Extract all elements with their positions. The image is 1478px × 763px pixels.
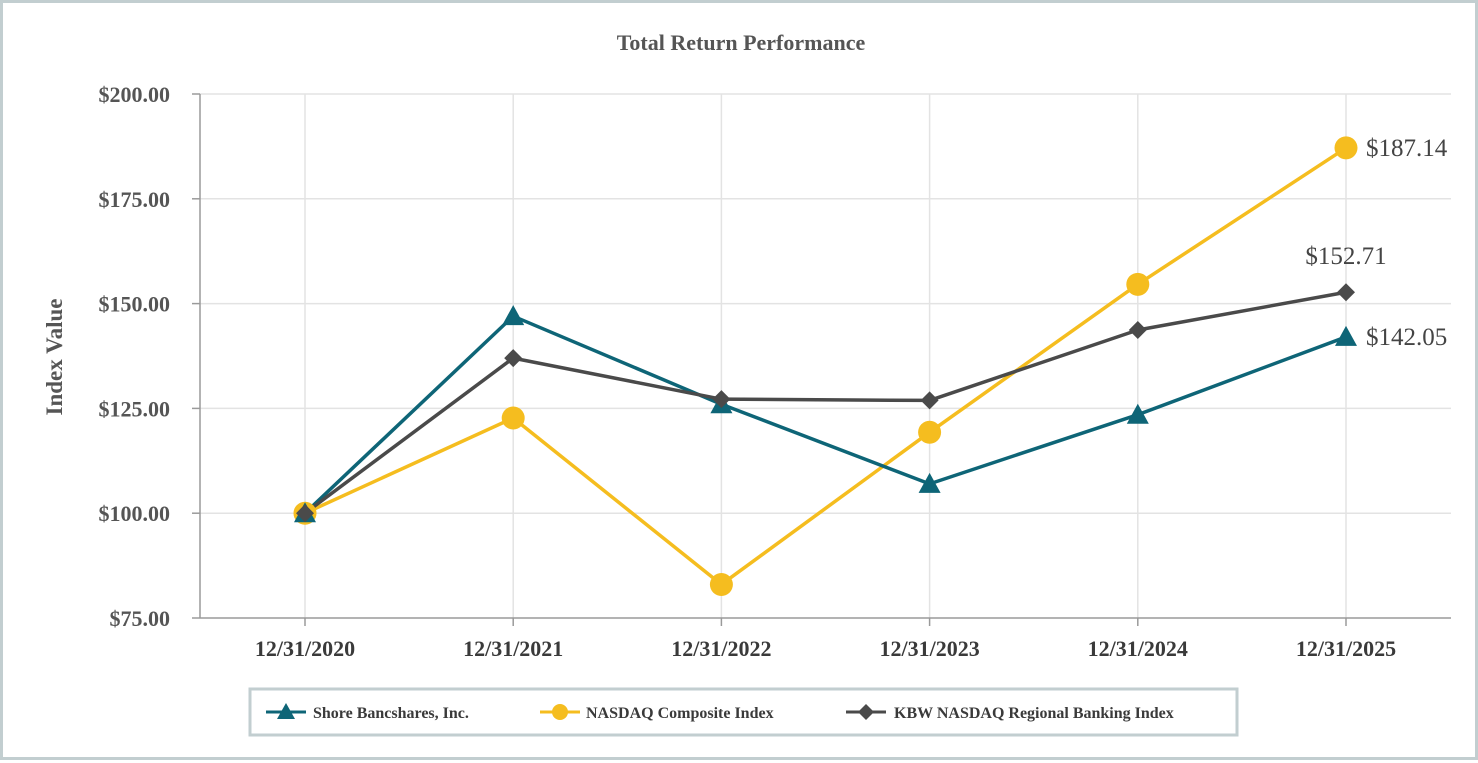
axes	[192, 93, 1451, 626]
chart-title: Total Return Performance	[617, 30, 866, 55]
y-axis-label: Index Value	[42, 299, 67, 416]
triangle-marker	[1126, 403, 1149, 424]
diamond-marker	[712, 390, 731, 409]
legend-label-kbw: KBW NASDAQ Regional Banking Index	[894, 705, 1174, 722]
triangle-marker	[502, 305, 525, 326]
diamond-marker	[1128, 321, 1147, 340]
series-group	[293, 136, 1358, 596]
legend-item-nasdaq: NASDAQ Composite Index	[540, 704, 774, 722]
series-line	[304, 146, 1347, 587]
legend-label-nasdaq: NASDAQ Composite Index	[586, 705, 774, 722]
x-tick-label: 12/31/2021	[463, 636, 563, 661]
line-chart: Total Return Performance Index Value $75…	[42, 30, 1451, 737]
data-label-nasdaq: $187.14	[1366, 135, 1448, 162]
series-line	[303, 290, 1347, 515]
y-tick-label: $175.00	[99, 187, 171, 212]
legend-label-shore: Shore Bancshares, Inc.	[313, 705, 469, 722]
x-tick-label: 12/31/2024	[1088, 636, 1188, 661]
data-label-shore: $142.05	[1366, 324, 1447, 351]
data-label-kbw: $152.71	[1305, 243, 1386, 270]
x-tick-label: 12/31/2025	[1296, 636, 1396, 661]
x-tick-labels: 12/31/2020 12/31/2021 12/31/2022 12/31/2023…	[255, 636, 1396, 661]
x-tick-label: 12/31/2020	[255, 636, 355, 661]
y-tick-label: $100.00	[99, 501, 171, 526]
data-labels: $187.14 $152.71 $142.05	[1305, 135, 1447, 351]
grid-lines	[200, 93, 1451, 618]
circle-marker	[709, 572, 733, 596]
diamond-marker	[1337, 283, 1355, 302]
legend-box	[248, 687, 1239, 737]
y-tick-label: $75.00	[110, 606, 171, 631]
circle-marker	[918, 420, 942, 444]
legend: Shore Bancshares, Inc. NASDAQ Composite …	[248, 687, 1239, 737]
circle-marker	[1126, 272, 1150, 296]
diamond-marker-icon	[858, 704, 874, 720]
legend-item-kbw: KBW NASDAQ Regional Banking Index	[846, 704, 1174, 722]
x-tick-label: 12/31/2023	[879, 636, 979, 661]
y-tick-labels: $75.00 $100.00 $125.00 $150.00 $175.00 $200.0…	[99, 82, 171, 631]
series-line	[303, 314, 1347, 515]
circle-marker	[1334, 136, 1358, 160]
legend-item-shore: Shore Bancshares, Inc.	[266, 703, 469, 722]
y-tick-label: $200.00	[99, 82, 171, 107]
diamond-marker	[296, 504, 314, 523]
triangle-marker-icon	[277, 703, 295, 719]
y-tick-label: $125.00	[99, 396, 171, 421]
triangle-marker	[918, 472, 941, 493]
y-tick-label: $150.00	[99, 292, 171, 317]
x-tick-label: 12/31/2022	[671, 636, 771, 661]
triangle-marker	[1335, 325, 1357, 346]
diamond-marker	[920, 391, 939, 410]
circle-marker-icon	[552, 704, 568, 720]
circle-marker	[501, 406, 525, 430]
diamond-marker	[504, 349, 523, 368]
